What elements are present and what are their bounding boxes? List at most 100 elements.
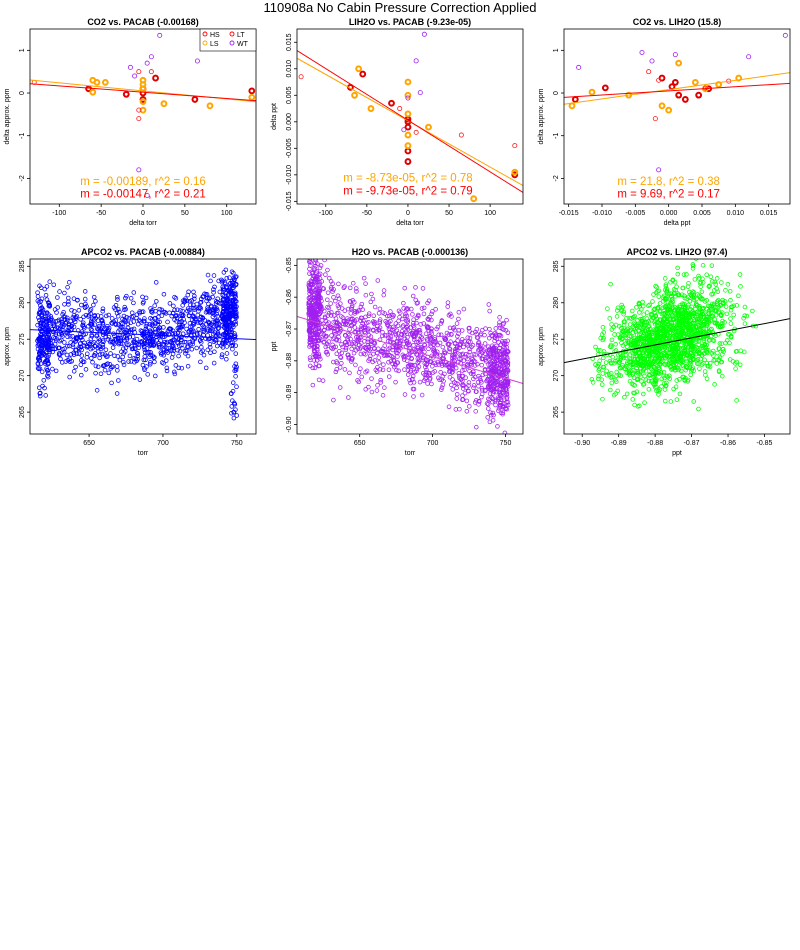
data-point (511, 168, 519, 176)
data-point (161, 325, 166, 330)
data-point (173, 313, 178, 319)
x-axis-label: torr (138, 450, 149, 457)
data-point (328, 301, 333, 306)
data-point (95, 364, 101, 370)
data-point (164, 368, 170, 374)
x-tick-label: 650 (354, 440, 366, 447)
data-point (653, 378, 659, 384)
data-point (401, 306, 406, 311)
data-point (491, 378, 496, 383)
data-point (56, 317, 62, 323)
data-point (675, 91, 683, 99)
data-point (232, 331, 237, 336)
data-point (205, 333, 210, 338)
data-point (720, 300, 726, 305)
data-point (148, 69, 154, 75)
data-point (308, 283, 314, 288)
data-point (653, 313, 658, 318)
data-point (319, 318, 325, 323)
data-point (483, 387, 488, 393)
data-point (316, 294, 322, 299)
data-point (619, 302, 624, 308)
data-point (137, 377, 143, 382)
data-point (101, 78, 109, 86)
data-point (136, 116, 142, 122)
data-point (205, 347, 211, 353)
data-point (380, 393, 386, 398)
data-point (308, 289, 314, 294)
data-point (228, 391, 234, 396)
data-point (388, 339, 393, 344)
data-point (627, 356, 633, 362)
data-point (625, 339, 631, 345)
y-axis-label: delta approx. ppm (538, 88, 545, 144)
data-point (391, 324, 396, 330)
data-point (439, 385, 445, 390)
data-point (358, 318, 364, 324)
data-point (663, 282, 669, 287)
data-point (404, 78, 412, 86)
data-point (694, 303, 699, 308)
data-point (658, 369, 664, 375)
data-point (447, 349, 452, 355)
y-tick-label: -0.90 (286, 416, 293, 432)
data-point (185, 308, 190, 314)
data-point (385, 313, 390, 319)
y-tick-label: -0.85 (286, 257, 293, 273)
data-point (402, 313, 408, 319)
data-point (497, 315, 502, 320)
data-point (136, 345, 142, 350)
data-point (400, 323, 406, 328)
data-point (647, 333, 653, 338)
data-point (738, 284, 743, 289)
data-point (505, 349, 511, 354)
data-point (169, 355, 175, 360)
data-point (366, 358, 371, 363)
y-tick-label: 0.000 (286, 113, 293, 131)
data-point (680, 317, 686, 323)
data-point (671, 287, 677, 292)
data-point (70, 344, 76, 350)
data-point (153, 280, 159, 285)
data-point (630, 350, 636, 356)
y-tick-label: 285 (19, 260, 26, 272)
data-point (93, 78, 101, 86)
data-point (336, 338, 342, 343)
x-tick-label: -0.86 (720, 440, 736, 447)
data-point (425, 338, 430, 343)
data-point (215, 313, 221, 319)
data-point (329, 310, 334, 315)
data-point (668, 364, 674, 369)
x-tick-label: -0.87 (684, 440, 700, 447)
data-point (89, 88, 97, 96)
data-point (495, 424, 500, 429)
data-point (224, 344, 230, 349)
data-point (460, 397, 465, 402)
data-point (644, 335, 650, 340)
y-axis-label: delta approx. ppm (4, 88, 11, 144)
data-point (342, 367, 348, 372)
fit-annotation: m = -0.00189, r^2 = 0.16 (80, 176, 206, 188)
data-point (349, 346, 354, 352)
data-point (479, 356, 485, 362)
data-point (406, 340, 411, 345)
x-tick-label: -0.88 (647, 440, 663, 447)
data-point (103, 347, 109, 353)
data-point (466, 325, 472, 331)
x-tick-label: -0.005 (625, 210, 645, 217)
data-point (161, 352, 167, 358)
data-point (450, 369, 455, 375)
data-point (102, 367, 108, 373)
data-point (394, 367, 399, 373)
chart-title: CO2 vs. LIH2O (15.8) (633, 17, 722, 27)
data-point (332, 328, 337, 334)
data-point (60, 312, 65, 317)
data-point (653, 370, 658, 375)
data-point (661, 317, 666, 322)
data-point (153, 373, 158, 379)
data-point (204, 292, 210, 297)
data-point (675, 311, 681, 317)
data-point (331, 359, 336, 365)
data-point (353, 362, 358, 368)
data-point (312, 276, 318, 282)
